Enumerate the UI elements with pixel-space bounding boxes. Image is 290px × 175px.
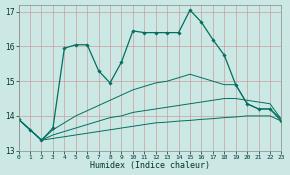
X-axis label: Humidex (Indice chaleur): Humidex (Indice chaleur) bbox=[90, 161, 210, 170]
